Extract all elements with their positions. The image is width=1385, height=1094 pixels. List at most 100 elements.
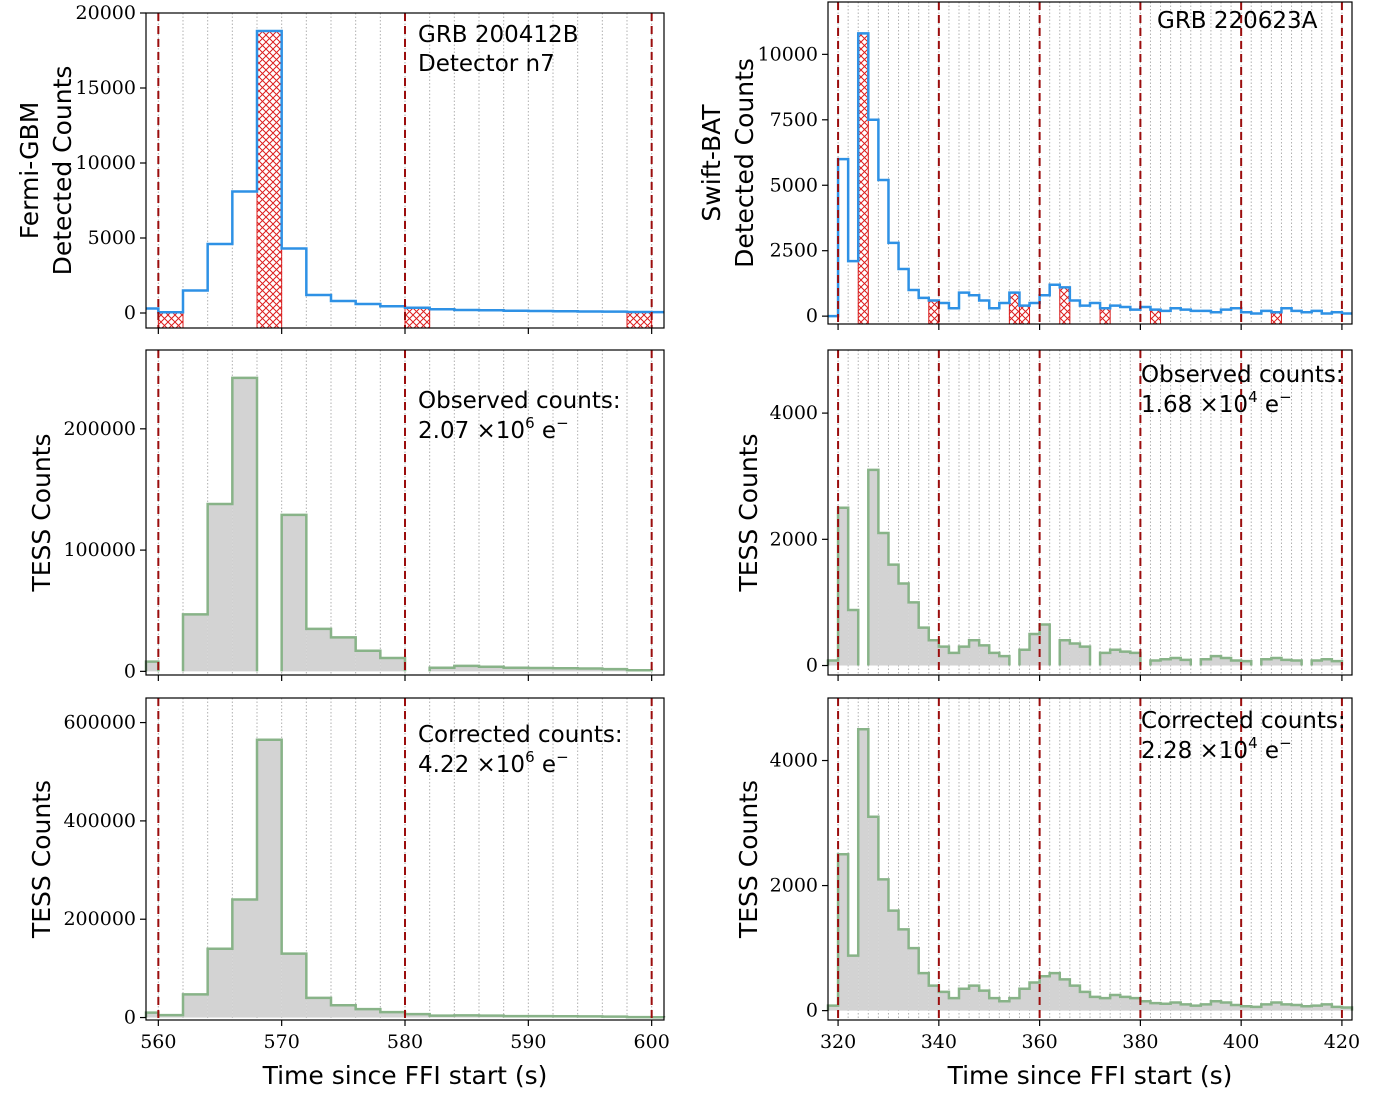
bar xyxy=(1059,979,1070,1011)
bar xyxy=(1210,656,1221,666)
bar xyxy=(380,1012,405,1018)
bar xyxy=(281,953,307,1018)
panel-left-bottom: 0 200000 400000 600000 560 570 580 590 600 Time s… xyxy=(27,697,670,1090)
x-axis-title: Time since FFI start (s) xyxy=(947,1061,1233,1090)
bar xyxy=(429,667,455,672)
x-tick-label: 590 xyxy=(510,1031,546,1053)
bar xyxy=(878,533,889,666)
bar xyxy=(848,955,859,1011)
bar xyxy=(1110,994,1121,1011)
bar xyxy=(888,564,899,666)
plot-frame xyxy=(827,1,1353,325)
annotation-line-1: GRB 200412B xyxy=(418,22,578,48)
y-tick-label: 4000 xyxy=(770,750,818,772)
bar xyxy=(999,656,1010,666)
bar xyxy=(1291,660,1302,666)
bar xyxy=(1170,1002,1181,1011)
bar xyxy=(380,658,405,672)
bar xyxy=(969,640,980,666)
bar xyxy=(1301,1006,1312,1011)
series-line xyxy=(828,32,1352,318)
bar xyxy=(1281,659,1292,666)
bar xyxy=(979,990,990,1011)
y-axis-title: TESS Counts xyxy=(27,433,56,592)
bar xyxy=(1221,657,1232,666)
bar xyxy=(1221,1002,1232,1011)
bar xyxy=(306,997,331,1018)
x-tick-label: 560 xyxy=(140,1031,176,1053)
panel-right-top: 0 2500 5000 7500 10000 Swift-BAT Detected Coun… xyxy=(697,1,1353,330)
bar xyxy=(908,948,919,1011)
bar xyxy=(232,899,257,1018)
bar xyxy=(232,377,257,672)
x-tick-label: 600 xyxy=(634,1031,670,1053)
bar xyxy=(1029,982,1040,1011)
bar xyxy=(1120,996,1131,1011)
y-tick-label: 4000 xyxy=(770,402,818,424)
bar xyxy=(868,469,879,666)
bar xyxy=(405,1014,430,1018)
x-tick-label: 570 xyxy=(264,1031,300,1053)
panel-right-bottom: 0 2000 4000 320 340 360 380 400 420 Time since FF… xyxy=(734,697,1360,1090)
annotation-line-1: Observed counts: xyxy=(1141,362,1344,388)
bar xyxy=(1090,996,1101,1011)
bar xyxy=(1231,1004,1242,1011)
y-tick-label: 200000 xyxy=(63,418,136,440)
bar xyxy=(1271,657,1282,666)
bar xyxy=(928,640,939,666)
bar xyxy=(979,645,990,666)
bar xyxy=(1341,1007,1352,1011)
bar xyxy=(918,973,929,1011)
x-tick-label: 420 xyxy=(1324,1031,1360,1053)
bar xyxy=(928,985,939,1011)
annotation-line-1: Corrected counts: xyxy=(1141,708,1346,734)
bar xyxy=(479,666,504,672)
x-tick-label: 380 xyxy=(1122,1031,1158,1053)
bar xyxy=(331,1005,356,1018)
bar xyxy=(868,816,879,1011)
y-tick-label: 2000 xyxy=(770,528,818,550)
bar xyxy=(1079,646,1090,666)
bar xyxy=(1140,1001,1151,1011)
y-axis-title: TESS Counts xyxy=(27,780,56,939)
bar xyxy=(1069,643,1080,666)
bar xyxy=(1100,652,1111,666)
x-tick-label: 340 xyxy=(921,1031,957,1053)
annotation-line-1: Corrected counts: xyxy=(418,722,623,748)
bar xyxy=(553,668,578,672)
bar xyxy=(969,985,980,1011)
panel-right-middle: 0 2000 4000 TESS Counts Observed counts:1.68… xyxy=(734,349,1353,681)
bar xyxy=(1039,624,1050,666)
y-axis-title-line: Detected Counts xyxy=(730,58,759,268)
bar xyxy=(989,998,1000,1011)
bar xyxy=(1241,661,1252,666)
series-outline xyxy=(826,728,1354,1011)
x-axis-title: Time since FFI start (s) xyxy=(262,1061,548,1090)
y-tick-label: 0 xyxy=(124,302,136,324)
bar xyxy=(503,667,529,672)
bar xyxy=(1271,1002,1282,1011)
plot-frame xyxy=(827,697,1353,1021)
bar xyxy=(959,988,970,1011)
highlight-bar xyxy=(1270,311,1282,325)
bar xyxy=(1170,657,1181,666)
highlight-bar xyxy=(1008,292,1020,325)
bar xyxy=(1079,991,1090,1011)
bar xyxy=(1281,1004,1292,1011)
highlight-bar xyxy=(1099,307,1111,325)
bar xyxy=(959,646,970,666)
bar xyxy=(1130,998,1141,1011)
bar xyxy=(1009,998,1020,1011)
bar xyxy=(207,948,233,1018)
bar xyxy=(1261,659,1272,666)
bar xyxy=(938,991,949,1011)
highlight-bar xyxy=(256,30,283,329)
y-axis-title: TESS Counts xyxy=(734,433,763,592)
bar xyxy=(1180,1004,1191,1011)
bar xyxy=(1210,1001,1221,1011)
bar xyxy=(1029,633,1040,666)
y-tick-label: 0 xyxy=(124,660,136,682)
bar xyxy=(1291,1004,1302,1011)
bar xyxy=(1019,988,1030,1011)
bar xyxy=(207,504,233,672)
